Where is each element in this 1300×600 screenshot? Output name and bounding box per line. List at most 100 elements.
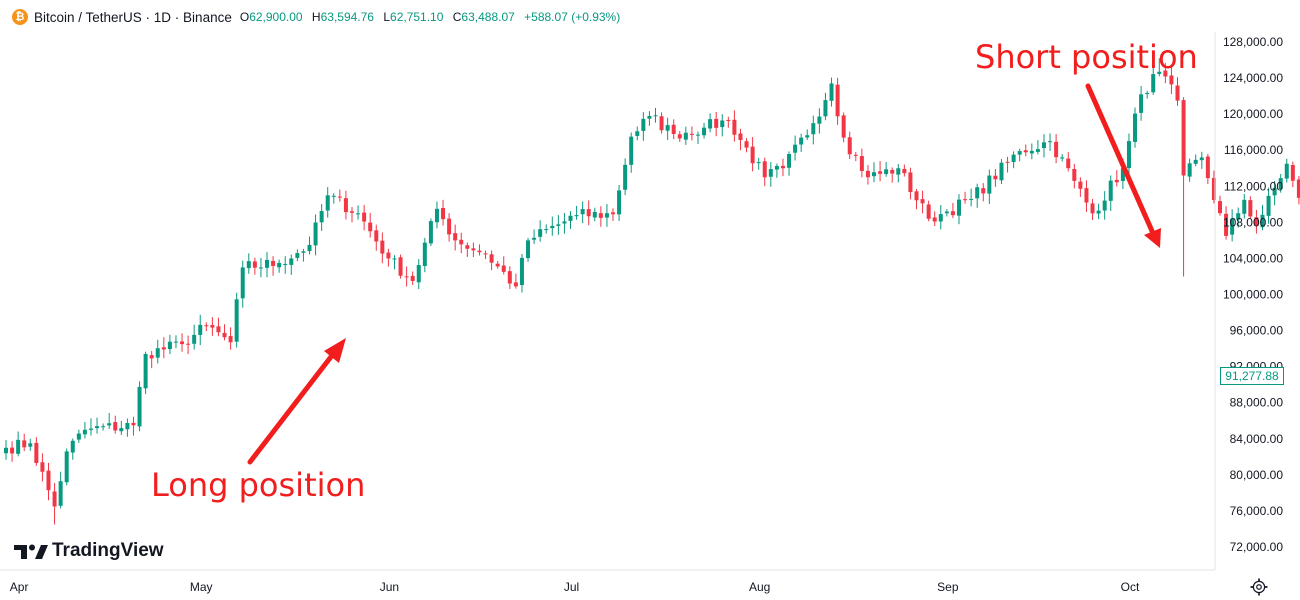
candle-body-down: [1078, 181, 1083, 189]
candle-body-up: [1151, 74, 1156, 93]
candle-body-up: [331, 195, 336, 197]
candle: [1114, 170, 1119, 187]
candle-body-down: [180, 341, 185, 345]
candle: [592, 207, 597, 222]
candle: [1169, 65, 1174, 95]
candle-body-up: [526, 240, 531, 259]
candle-body-up: [1242, 199, 1247, 214]
candle-body-up: [653, 115, 658, 117]
candle: [629, 132, 634, 173]
ohlc-readout: O62,900.00 H63,594.76 L62,751.10 C63,488…: [240, 10, 626, 24]
candle: [914, 188, 919, 210]
candle: [149, 350, 154, 369]
candle: [647, 111, 652, 126]
candle: [1072, 163, 1077, 189]
candle: [872, 162, 877, 183]
candle: [677, 130, 682, 142]
candle-body-up: [240, 267, 245, 299]
candle: [10, 441, 15, 462]
candle: [131, 416, 136, 436]
candle-body-up: [392, 258, 397, 260]
candle-body-down: [362, 212, 367, 222]
candle-body-down: [495, 263, 500, 267]
candle-body-up: [695, 134, 700, 136]
candle: [562, 212, 567, 234]
candle: [1048, 133, 1053, 151]
candle: [635, 126, 640, 141]
candle: [1157, 58, 1162, 77]
price-tick-label: 120,000.00: [1223, 107, 1283, 121]
candle: [1066, 152, 1071, 172]
candle: [902, 164, 907, 177]
candle: [908, 167, 913, 200]
price-tick-label: 80,000.00: [1230, 468, 1284, 482]
candle: [1187, 158, 1192, 182]
candle-body-up: [604, 213, 609, 218]
price-tick-label: 108,000.00: [1223, 215, 1283, 229]
candle-body-up: [434, 208, 439, 223]
candle-body-down: [149, 355, 154, 359]
candle: [70, 438, 75, 460]
candle: [1272, 180, 1277, 206]
candle: [210, 317, 215, 336]
long-arrow: [247, 338, 346, 465]
candle-body-down: [671, 124, 676, 134]
candle-body-up: [1096, 210, 1101, 214]
candle-body-up: [234, 299, 239, 342]
candle: [532, 229, 537, 244]
candle: [404, 266, 409, 287]
candle-body-down: [902, 169, 907, 174]
candle-body-down: [271, 260, 276, 266]
long-position-label: Long position: [151, 466, 366, 504]
candle: [853, 151, 858, 162]
candle: [356, 205, 361, 220]
candle: [884, 161, 889, 177]
tradingview-logo[interactable]: TradingView: [14, 540, 164, 562]
candle: [556, 215, 561, 235]
candle: [501, 256, 506, 275]
low-value: 62,751.10: [390, 10, 444, 24]
candle-body-up: [1139, 94, 1144, 113]
candle-body-down: [689, 133, 694, 135]
candle: [1133, 107, 1138, 148]
symbol-title[interactable]: Bitcoin / TetherUS · 1D · Binance: [34, 9, 232, 25]
candle-body-up: [1187, 163, 1192, 177]
candle-body-down: [677, 134, 682, 139]
candle-body-up: [1102, 200, 1107, 211]
candle-body-down: [380, 240, 385, 254]
candle: [811, 115, 816, 145]
candle: [52, 483, 57, 525]
candle: [611, 208, 615, 222]
candle-body-down: [1218, 201, 1222, 214]
candle-body-down: [1169, 75, 1174, 85]
candle: [641, 112, 646, 141]
candle-body-up: [1284, 163, 1289, 179]
candle-body-down: [113, 422, 118, 431]
candle-body-up: [277, 262, 282, 268]
candle: [1242, 194, 1247, 219]
candle-body-up: [896, 168, 901, 175]
candle-body-down: [386, 252, 391, 259]
candle: [586, 200, 591, 226]
settings-gear-icon[interactable]: [1250, 578, 1268, 596]
candle: [768, 162, 773, 187]
candle-body-up: [538, 229, 543, 237]
candle-body-down: [222, 332, 227, 338]
candle: [301, 248, 306, 262]
candle-body-down: [131, 422, 136, 426]
candle-body-down: [993, 175, 998, 180]
candle-body-up: [641, 118, 646, 131]
candle: [519, 253, 524, 293]
candle: [1011, 151, 1016, 169]
candle-body-up: [774, 165, 779, 170]
candle-body-down: [368, 222, 373, 232]
candle: [113, 415, 118, 434]
candle-body-up: [580, 209, 585, 215]
candle-body-up: [64, 451, 69, 483]
candle: [1090, 198, 1095, 221]
candle: [1205, 153, 1210, 184]
candle-body-up: [265, 259, 270, 268]
candle-body-down: [920, 199, 925, 204]
candle-body-up: [720, 120, 725, 128]
